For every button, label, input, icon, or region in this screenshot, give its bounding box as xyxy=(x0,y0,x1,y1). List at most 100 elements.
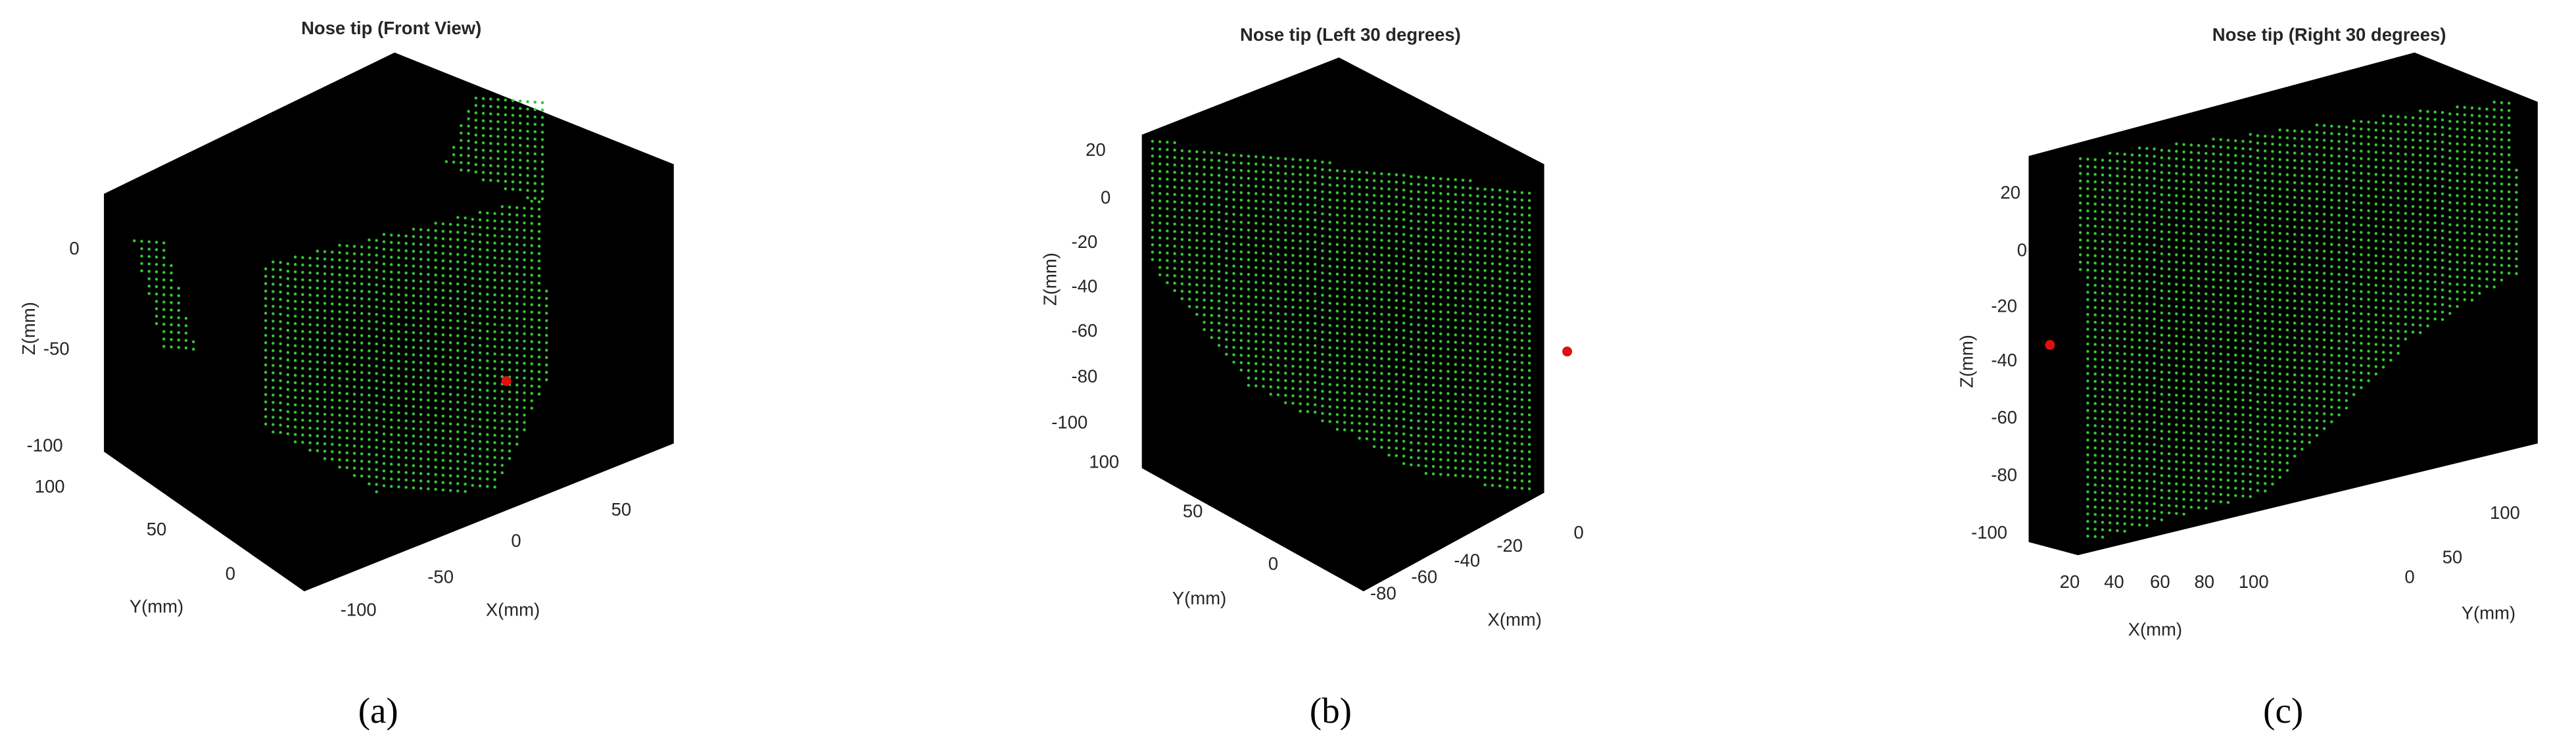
point xyxy=(1328,316,1331,320)
point xyxy=(448,474,452,477)
point xyxy=(2093,424,2097,427)
point xyxy=(1380,246,1383,249)
point xyxy=(1232,190,1235,194)
point xyxy=(382,254,386,258)
point xyxy=(1395,358,1398,362)
point xyxy=(1498,292,1502,295)
point xyxy=(2315,426,2319,430)
point xyxy=(419,383,423,387)
point xyxy=(2219,219,2223,223)
point xyxy=(272,260,275,264)
point xyxy=(2078,224,2082,227)
point xyxy=(2301,137,2304,141)
point xyxy=(2086,239,2089,242)
point xyxy=(2130,205,2134,208)
point xyxy=(1476,460,1479,464)
point xyxy=(155,241,158,244)
point xyxy=(504,157,508,161)
point xyxy=(1365,171,1369,174)
point xyxy=(1476,453,1479,456)
point xyxy=(1335,287,1339,291)
point xyxy=(1262,274,1265,278)
point xyxy=(1358,237,1361,241)
point xyxy=(493,360,496,363)
point xyxy=(2108,292,2112,295)
point xyxy=(1387,261,1391,265)
point xyxy=(2153,266,2156,269)
point xyxy=(2301,440,2304,444)
point xyxy=(1291,372,1295,375)
point xyxy=(448,252,452,256)
point xyxy=(397,249,400,252)
point xyxy=(338,376,341,380)
point xyxy=(1291,298,1295,302)
point xyxy=(1232,153,1235,157)
point xyxy=(1469,467,1472,471)
point xyxy=(2086,527,2089,531)
point xyxy=(1328,375,1331,379)
point xyxy=(2256,134,2260,137)
point xyxy=(434,325,437,329)
point xyxy=(2226,316,2230,320)
point xyxy=(1372,400,1376,404)
point xyxy=(486,411,489,414)
point xyxy=(279,431,282,434)
point xyxy=(2182,320,2185,324)
point xyxy=(293,366,297,370)
point xyxy=(1343,317,1347,321)
point xyxy=(2197,240,2201,243)
point xyxy=(2301,410,2304,414)
point xyxy=(2145,405,2149,409)
point xyxy=(2285,232,2289,235)
point xyxy=(2271,231,2274,235)
point xyxy=(316,331,320,334)
point xyxy=(1520,471,1524,475)
point xyxy=(493,404,496,408)
point xyxy=(375,291,378,294)
point xyxy=(1306,402,1310,406)
point xyxy=(375,446,378,449)
point xyxy=(1276,289,1280,293)
point xyxy=(1299,379,1302,383)
point xyxy=(1299,365,1302,369)
point xyxy=(2093,217,2097,220)
point xyxy=(1335,331,1339,335)
point xyxy=(1402,454,1406,458)
point xyxy=(2086,535,2089,538)
point xyxy=(1417,301,1420,304)
point xyxy=(1321,234,1324,238)
point xyxy=(486,374,489,377)
point xyxy=(2249,229,2252,232)
point xyxy=(2137,412,2141,416)
point xyxy=(519,99,522,103)
point xyxy=(2212,263,2215,266)
point xyxy=(1439,280,1443,284)
point xyxy=(2330,183,2333,187)
point xyxy=(419,228,423,231)
point xyxy=(2205,470,2208,473)
point xyxy=(382,373,386,377)
point xyxy=(293,388,297,392)
point xyxy=(1195,276,1199,279)
point xyxy=(2337,391,2341,395)
point xyxy=(2345,229,2349,232)
point xyxy=(1284,194,1287,197)
point xyxy=(1506,389,1509,393)
point xyxy=(434,258,437,262)
point xyxy=(2330,132,2333,135)
point xyxy=(2293,195,2297,199)
point xyxy=(404,412,408,415)
point xyxy=(2263,474,2267,478)
point xyxy=(2271,386,2274,390)
point xyxy=(1328,198,1331,201)
point xyxy=(2285,276,2289,280)
point xyxy=(2197,329,2201,332)
point xyxy=(1306,343,1310,347)
point xyxy=(2182,335,2185,339)
point xyxy=(1313,322,1317,326)
point xyxy=(1365,429,1369,433)
point xyxy=(1299,276,1302,280)
point xyxy=(1350,310,1354,314)
point xyxy=(1306,387,1310,391)
point xyxy=(1439,295,1443,299)
